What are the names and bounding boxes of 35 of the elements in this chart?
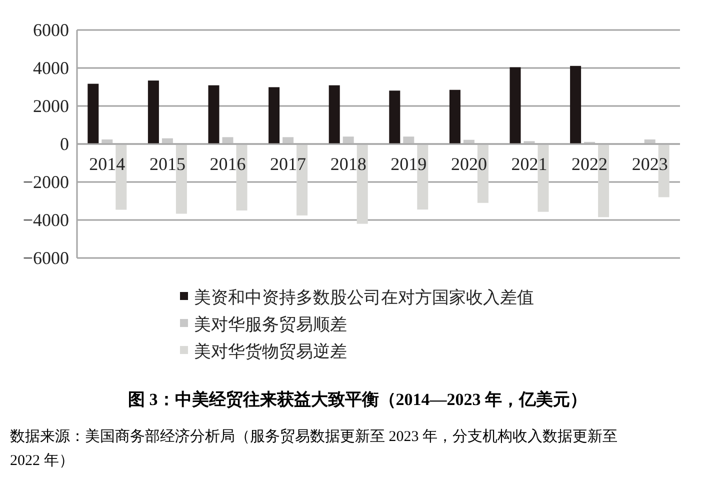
- x-tick-label: 2021: [511, 154, 548, 174]
- bar: [148, 80, 159, 144]
- bar: [570, 66, 582, 144]
- legend-label: 美对华服务贸易顺差: [194, 315, 347, 334]
- x-tick-label: 2016: [210, 154, 246, 174]
- x-tick-label: 2018: [330, 154, 366, 174]
- x-tick-label: 2022: [572, 154, 608, 174]
- x-tick-label: 2017: [270, 154, 306, 174]
- bar: [282, 137, 294, 144]
- text: 图 3：中美经贸往来获益大致平衡（2014—2023 年，亿美元）: [127, 389, 588, 411]
- x-tick-label: 2023: [632, 154, 668, 174]
- bar: [449, 90, 460, 144]
- bar: [403, 136, 414, 144]
- bar: [328, 85, 340, 144]
- x-tick-label: 2015: [149, 154, 186, 174]
- x-tick-label: 2019: [390, 154, 427, 174]
- bar: [208, 85, 220, 144]
- y-tick-label: 0: [60, 134, 69, 154]
- y-tick-label: 2000: [33, 96, 69, 116]
- bar: [510, 67, 521, 144]
- legend-label: 美对华货物贸易逆差: [194, 342, 347, 361]
- bar: [342, 136, 354, 144]
- y-tick-label: −2000: [22, 172, 69, 192]
- x-tick-label: 2020: [450, 154, 487, 174]
- y-tick-label: 6000: [33, 20, 69, 40]
- legend-label: 美资和中资持多数股公司在对方国家收入差值: [194, 288, 534, 307]
- bar: [222, 137, 234, 144]
- y-tick-label: −6000: [22, 248, 69, 268]
- bar: [268, 87, 280, 144]
- y-tick-label: 4000: [33, 58, 69, 78]
- y-tick-label: −4000: [22, 210, 69, 230]
- x-tick-label: 2014: [89, 154, 126, 174]
- bar: [88, 84, 99, 144]
- bar: [389, 90, 400, 144]
- source-note: 数据来源：美国商务部经济分析局（服务贸易数据更新至 2023 年，分支机构收入数据更新至 2022 年）: [10, 427, 618, 471]
